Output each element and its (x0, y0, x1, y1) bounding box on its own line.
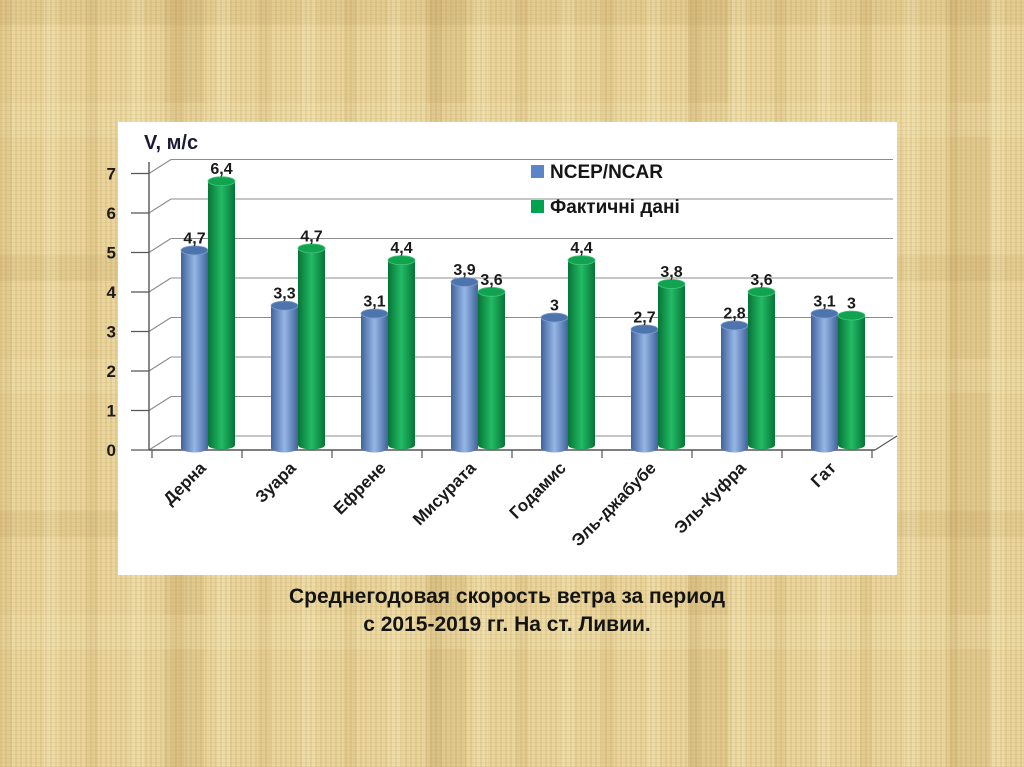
y-tick-label: 7 (107, 165, 116, 184)
bar-cylinder-body (208, 181, 235, 445)
bar-top-ellipse (747, 286, 776, 297)
y-axis-title: V, м/с (144, 132, 198, 154)
x-category-label: Эль-Куфра (671, 458, 751, 538)
bar-top-ellipse (450, 277, 479, 287)
chart-panel: 0 1 2 3 4 5 6 7 4,7 6,4 Дерна 3,3 4,7 Зуара 3,1 4,4 Ефре… (90, 122, 897, 575)
y-gridline-diagonal (148, 238, 172, 253)
y-gridline-diagonal (148, 317, 172, 332)
bar-cylinder-body (811, 313, 838, 448)
bar-top-ellipse (810, 308, 839, 319)
bar-cylinder-body (748, 291, 775, 445)
y-gridline-diagonal (148, 435, 172, 451)
bar-cylinder-body (541, 317, 568, 448)
bar-cylinder-body (388, 260, 415, 445)
data-label: 4,7 (183, 230, 205, 247)
chart-caption: Среднегодовая скорость ветра за период с… (0, 583, 1014, 639)
bar-top-ellipse (297, 243, 326, 254)
x-category-label: Зуара (252, 458, 301, 507)
data-label: 3 (550, 298, 559, 315)
y-tick-label: 4 (107, 283, 117, 302)
data-label: 3,3 (273, 286, 295, 303)
x-category-label: Мисурата (409, 458, 480, 529)
data-label: 4,4 (390, 240, 412, 257)
data-label: 3 (847, 296, 856, 313)
data-label: 4,4 (570, 240, 592, 257)
bar-top-ellipse (477, 286, 506, 297)
bar-cylinder-body (298, 248, 325, 445)
x-category-label: Дерна (160, 458, 211, 509)
bar-top-ellipse (657, 278, 686, 289)
legend-label: NCEP/NCAR (550, 162, 663, 183)
bar-cylinder-body (478, 291, 505, 445)
y-tick-label: 1 (107, 402, 116, 421)
data-label: 3,9 (453, 262, 475, 279)
bar-cylinder-body (451, 281, 478, 448)
x-category-label: Эль-джабубе (568, 458, 660, 550)
x-category-label: Годамис (506, 458, 570, 522)
y-tick-label: 5 (107, 244, 116, 263)
data-label: 2,8 (723, 305, 745, 322)
y-tick-label: 2 (107, 362, 116, 381)
y-gridline-diagonal (148, 198, 172, 214)
bar-top-ellipse (837, 310, 866, 321)
y-gridline-diagonal (148, 277, 172, 293)
x-category-label: Ефрене (330, 458, 390, 518)
data-label: 3,1 (813, 294, 835, 311)
y-gridline-diagonal (148, 396, 172, 411)
bar-top-ellipse (207, 176, 236, 187)
data-label: 3,1 (363, 294, 385, 311)
y-tick-label: 3 (107, 323, 116, 342)
y-gridline-diagonal (148, 356, 172, 372)
bar-cylinder-body (181, 250, 208, 448)
bar-cylinder-body (568, 260, 595, 445)
caption-line-1: Среднегодовая скорость ветра за период (288, 585, 726, 608)
bar-top-ellipse (567, 255, 596, 266)
legend-label: Фактичні дані (550, 197, 680, 218)
data-label: 3,6 (480, 272, 502, 289)
data-label: 6,4 (210, 161, 232, 178)
bar-cylinder-body (271, 305, 298, 448)
legend-swatch (531, 200, 544, 213)
bar-cylinder-body (838, 315, 865, 445)
data-label: 3,6 (750, 272, 772, 289)
bar-cylinder-body (721, 325, 748, 448)
x-axis-depth-corner (874, 435, 897, 451)
data-label: 2,7 (633, 309, 655, 326)
y-gridline-diagonal (148, 159, 172, 174)
y-tick-label: 6 (107, 204, 116, 223)
wind-speed-chart: 0 1 2 3 4 5 6 7 4,7 6,4 Дерна 3,3 4,7 Зуара 3,1 4,4 Ефре… (107, 132, 897, 550)
bar-cylinder-body (658, 283, 685, 445)
x-category-label: Гат (807, 458, 840, 491)
y-tick-label: 0 (107, 441, 116, 460)
data-label: 3,8 (660, 264, 682, 281)
bar-cylinder-body (361, 313, 388, 448)
bar-top-ellipse (387, 255, 416, 266)
legend-swatch (531, 165, 544, 178)
data-label: 4,7 (300, 228, 322, 245)
caption-line-2: с 2015-2019 гг. На ст. Ливии. (363, 613, 651, 636)
bar-cylinder-body (631, 329, 658, 448)
